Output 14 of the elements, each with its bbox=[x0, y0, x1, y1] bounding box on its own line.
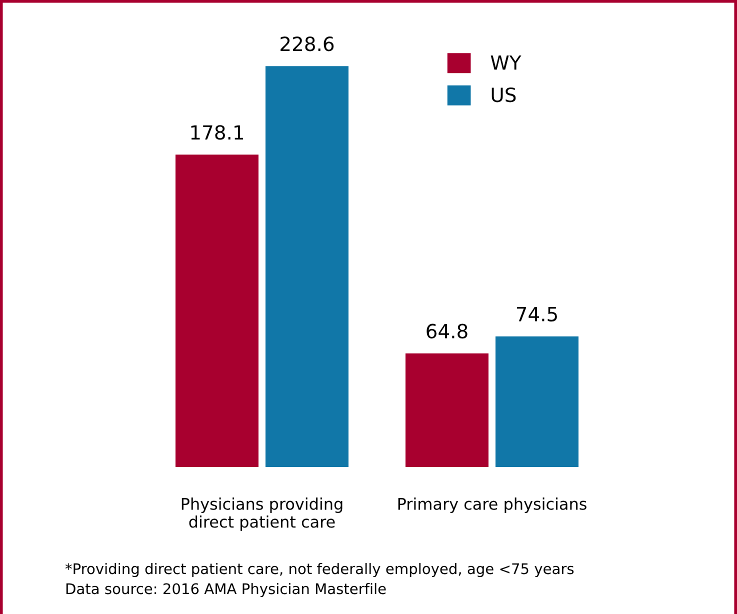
x-tick-label: Primary care physicians bbox=[398, 498, 586, 514]
data-label: 178.1 bbox=[191, 125, 244, 140]
bar bbox=[496, 336, 578, 467]
source-note: Data source: 2016 AMA Physician Masterfile bbox=[66, 582, 386, 598]
legend-label: WY bbox=[490, 55, 522, 70]
x-tick-label: Physicians providing direct patient care bbox=[182, 498, 342, 531]
data-label: 74.5 bbox=[516, 307, 557, 322]
text: *Providing direct patient care, not federally employed, age <75 years bbox=[65, 562, 574, 578]
bar bbox=[406, 353, 488, 467]
data-label: 64.8 bbox=[426, 324, 468, 338]
data-label: 228.6 bbox=[280, 36, 334, 52]
bar bbox=[266, 66, 348, 467]
legend-label: US bbox=[492, 87, 516, 102]
bar bbox=[176, 154, 258, 467]
